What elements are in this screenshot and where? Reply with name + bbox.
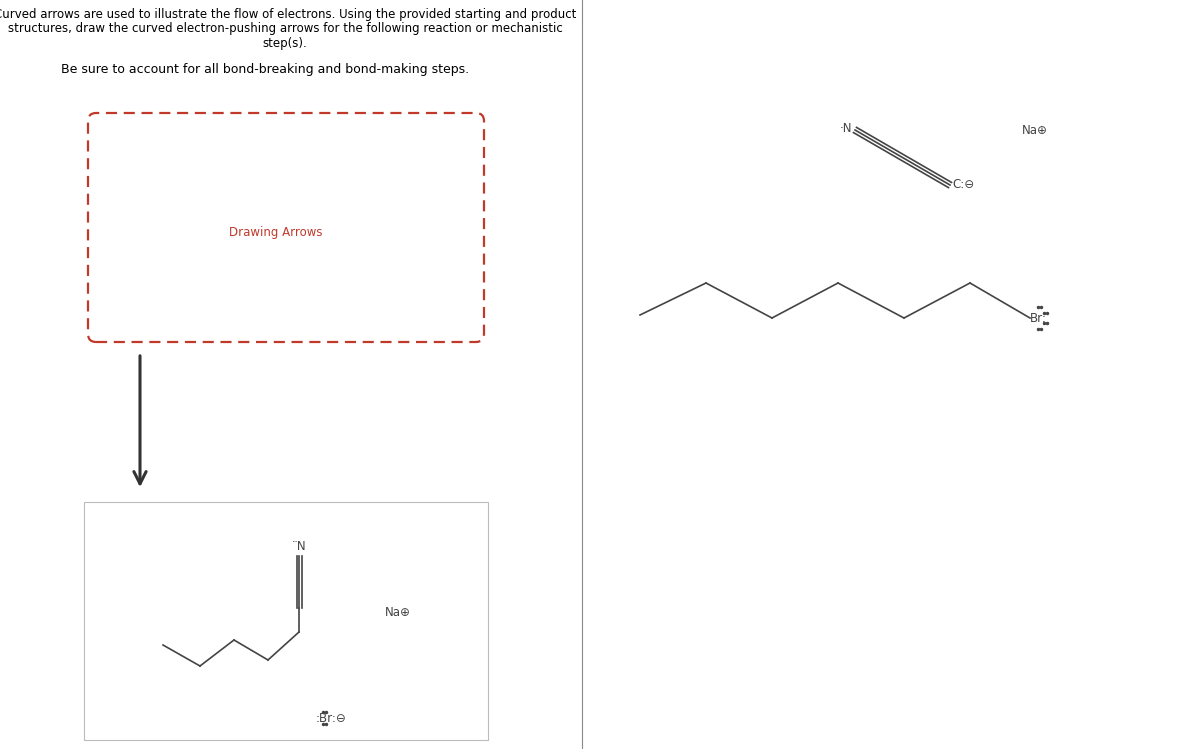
Text: Drawing Arrows: Drawing Arrows: [229, 226, 323, 239]
Text: Be sure to account for all bond-breaking and bond-making steps.: Be sure to account for all bond-breaking…: [61, 63, 469, 76]
Text: ·N: ·N: [840, 121, 852, 135]
Text: Na⊕: Na⊕: [1022, 124, 1048, 136]
Text: ¨N: ¨N: [292, 540, 306, 553]
Text: structures, draw the curved electron-pushing arrows for the following reaction o: structures, draw the curved electron-pus…: [7, 22, 563, 35]
Text: Na⊕: Na⊕: [385, 607, 410, 619]
Text: C:⊖: C:⊖: [952, 178, 974, 192]
Text: step(s).: step(s).: [263, 37, 307, 50]
FancyBboxPatch shape: [84, 502, 488, 740]
Text: :Br:⊖: :Br:⊖: [316, 712, 347, 724]
Text: Br:: Br:: [1030, 312, 1046, 324]
Text: Curved arrows are used to illustrate the flow of electrons. Using the provided s: Curved arrows are used to illustrate the…: [0, 8, 576, 21]
